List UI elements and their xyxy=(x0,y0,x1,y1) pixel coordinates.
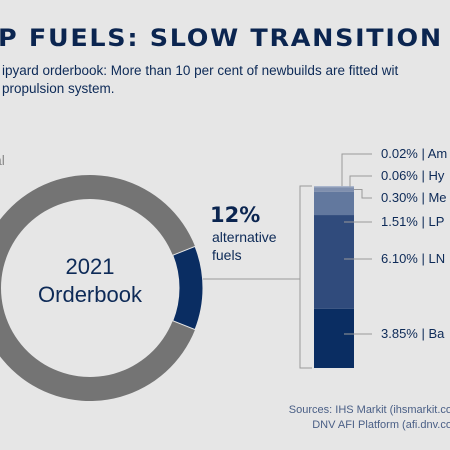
segment-leader-2 xyxy=(354,189,372,199)
segment-label-1: 0.06% | Hy xyxy=(381,168,445,183)
chart-title: P FUELS: SLOW TRANSITION xyxy=(0,24,443,52)
segment-label-3: 1.51% | LP xyxy=(381,214,444,229)
segment-leader-1 xyxy=(349,175,372,187)
alternative-fuels-stacked-bar xyxy=(314,186,354,368)
orderbook-donut xyxy=(0,175,204,401)
sources-line-2: DNV AFI Platform (afi.dnv.co xyxy=(312,419,450,431)
stacked-segment-3 xyxy=(314,191,354,216)
sources-note: Sources: IHS Markit (ihsmarkit.co DNV AF… xyxy=(289,403,450,433)
segment-label-4: 6.10% | LN xyxy=(381,251,445,266)
donut-center-year: 2021 xyxy=(66,254,115,279)
stacked-segment-1 xyxy=(314,186,354,188)
subtitle-line-2: propulsion system. xyxy=(2,81,115,96)
alternative-label-line-1: alternative xyxy=(212,229,277,245)
conventional-label: al xyxy=(0,152,5,168)
sources-line-1: Sources: IHS Markit (ihsmarkit.co xyxy=(288,404,450,416)
stacked-segment-4 xyxy=(314,215,354,309)
stacked-segment-5 xyxy=(314,308,354,368)
segment-label-0: 0.02% | Am xyxy=(381,146,447,161)
donut-slice-alternative xyxy=(172,245,204,331)
stacked-segment-2 xyxy=(314,187,354,192)
segment-label-2: 0.30% | Me xyxy=(381,190,447,205)
subtitle-line-1: ipyard orderbook: More than 10 per cent … xyxy=(2,63,399,78)
donut-center-label: Orderbook xyxy=(38,282,143,307)
callout-connectors xyxy=(203,185,312,369)
alternative-share-value: 12% xyxy=(210,203,260,227)
chart-subtitle: ipyard orderbook: More than 10 per cent … xyxy=(2,62,450,98)
segment-labels: 0.02% | Am 0.06% | Hy 0.30% | Me 1.51% | LP… xyxy=(341,146,447,341)
segment-leader-0 xyxy=(341,153,372,187)
segment-label-5: 3.85% | Ba xyxy=(381,326,445,341)
alternative-label-line-2: fuels xyxy=(212,247,242,263)
bar-bracket xyxy=(299,185,312,369)
